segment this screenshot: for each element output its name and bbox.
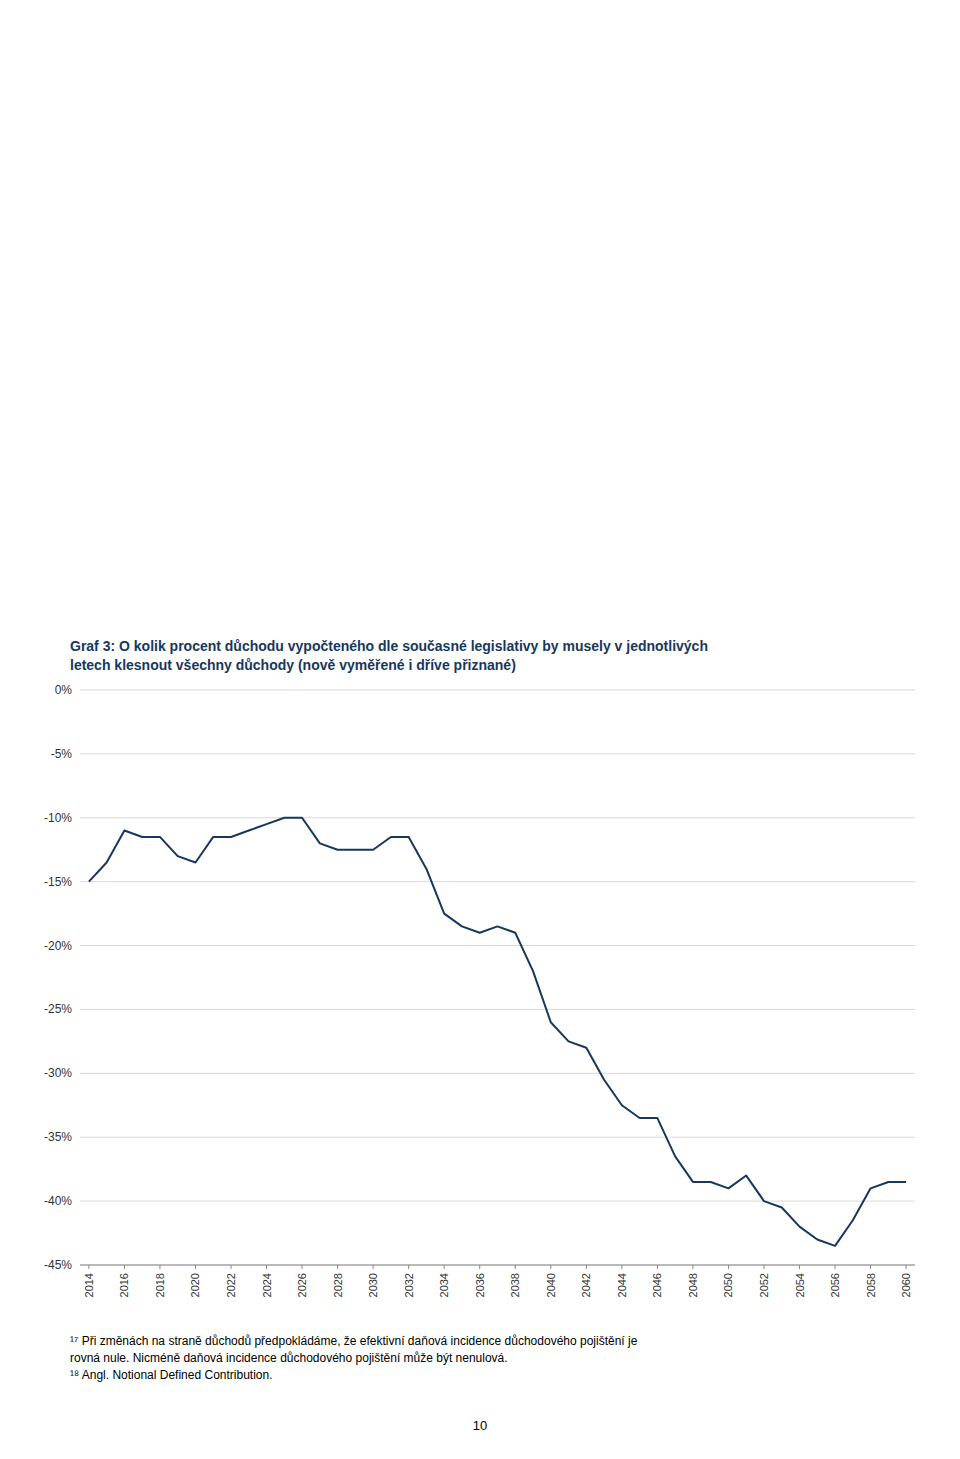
y-tick-label: -20%	[44, 939, 72, 953]
x-tick-label: 2060	[900, 1273, 912, 1297]
y-tick-label: -40%	[44, 1194, 72, 1208]
x-tick	[657, 1265, 658, 1269]
x-tick-label: 2026	[296, 1273, 308, 1297]
x-tick	[906, 1265, 907, 1269]
x-tick-label: 2020	[189, 1273, 201, 1297]
grid-line	[80, 881, 915, 882]
x-tick	[728, 1265, 729, 1269]
y-tick-label: -15%	[44, 875, 72, 889]
x-tick	[373, 1265, 374, 1269]
x-tick	[266, 1265, 267, 1269]
grid-line	[80, 1073, 915, 1074]
x-tick-label: 2054	[794, 1273, 806, 1297]
x-tick-label: 2034	[438, 1273, 450, 1297]
x-tick-label: 2050	[722, 1273, 734, 1297]
chart-title: Graf 3: O kolik procent důchodu vypočten…	[70, 638, 708, 673]
grid-line	[80, 1137, 915, 1138]
x-tick-label: 2038	[509, 1273, 521, 1297]
x-axis-line	[80, 1265, 915, 1266]
y-tick-label: -5%	[51, 747, 73, 761]
x-tick-label: 2048	[687, 1273, 699, 1297]
x-tick-label: 2044	[616, 1273, 628, 1297]
x-tick-label: 2014	[83, 1273, 95, 1297]
x-tick-label: 2022	[225, 1273, 237, 1297]
x-tick	[692, 1265, 693, 1269]
y-tick-label: -10%	[44, 811, 72, 825]
y-tick-label: -45%	[44, 1258, 72, 1272]
x-tick	[586, 1265, 587, 1269]
x-tick-label: 2024	[261, 1273, 273, 1297]
grid	[80, 690, 915, 1265]
x-tick	[159, 1265, 160, 1269]
footnote: ¹⁷ Při změnách na straně důchodů předpok…	[70, 1334, 638, 1382]
y-axis: 0% -5% -10% -15% -20% -25% -30% -35% -40% -45%	[44, 683, 72, 1272]
x-tick-label: 2058	[865, 1273, 877, 1297]
x-tick	[88, 1265, 89, 1269]
x-tick	[870, 1265, 871, 1269]
x-tick-label: 2018	[154, 1273, 166, 1297]
x-tick-label: 2028	[332, 1273, 344, 1297]
x-axis: 2014 2016 2018 2020 2022 2024 2026 2028 2030 2032…	[80, 1265, 915, 1297]
y-tick-label: 0%	[55, 683, 73, 697]
x-tick	[195, 1265, 196, 1269]
data-line	[89, 818, 906, 1246]
x-tick-label: 2030	[367, 1273, 379, 1297]
page-number: 10	[473, 1418, 487, 1433]
grid-line	[80, 817, 915, 818]
y-tick-label: -25%	[44, 1002, 72, 1016]
x-tick	[302, 1265, 303, 1269]
grid-line	[80, 1009, 915, 1010]
x-tick-label: 2042	[580, 1273, 592, 1297]
x-tick-label: 2052	[758, 1273, 770, 1297]
grid-line	[80, 1201, 915, 1202]
x-tick	[799, 1265, 800, 1269]
plot-area	[89, 818, 906, 1246]
x-tick	[231, 1265, 232, 1269]
x-tick	[621, 1265, 622, 1269]
x-tick-label: 2046	[651, 1273, 663, 1297]
x-tick-label: 2016	[118, 1273, 130, 1297]
x-tick-label: 2056	[829, 1273, 841, 1297]
x-tick	[444, 1265, 445, 1269]
x-tick	[337, 1265, 338, 1269]
y-tick-label: -30%	[44, 1066, 72, 1080]
x-tick	[479, 1265, 480, 1269]
x-tick	[835, 1265, 836, 1269]
grid-line	[80, 690, 915, 691]
x-tick-label: 2036	[474, 1273, 486, 1297]
grid-line	[80, 753, 915, 754]
x-tick-label: 2032	[403, 1273, 415, 1297]
x-tick	[515, 1265, 516, 1269]
x-tick	[550, 1265, 551, 1269]
y-tick-label: -35%	[44, 1130, 72, 1144]
x-tick	[408, 1265, 409, 1269]
grid-line	[80, 1265, 915, 1266]
grid-line	[80, 945, 915, 946]
x-tick-label: 2040	[545, 1273, 557, 1297]
chart-page: Graf 3: O kolik procent důchodu vypočten…	[0, 0, 960, 1459]
x-tick	[763, 1265, 764, 1269]
x-tick	[124, 1265, 125, 1269]
